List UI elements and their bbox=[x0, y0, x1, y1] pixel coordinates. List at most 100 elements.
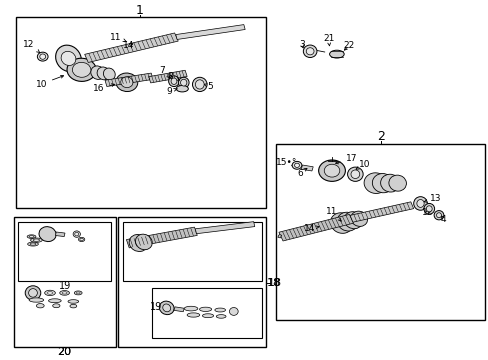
Ellipse shape bbox=[78, 237, 84, 242]
Ellipse shape bbox=[74, 291, 82, 295]
Ellipse shape bbox=[344, 212, 362, 229]
Ellipse shape bbox=[294, 163, 299, 167]
Bar bbox=[152, 288, 261, 338]
Text: 2: 2 bbox=[376, 130, 384, 143]
Ellipse shape bbox=[303, 45, 316, 58]
Ellipse shape bbox=[29, 289, 37, 297]
Text: 9: 9 bbox=[166, 87, 177, 96]
Ellipse shape bbox=[229, 307, 238, 315]
Polygon shape bbox=[349, 202, 413, 222]
Ellipse shape bbox=[347, 167, 363, 181]
Ellipse shape bbox=[37, 52, 48, 61]
Text: 13: 13 bbox=[423, 194, 441, 203]
Ellipse shape bbox=[159, 301, 174, 315]
Text: 20: 20 bbox=[58, 347, 72, 357]
Ellipse shape bbox=[416, 199, 423, 207]
Ellipse shape bbox=[27, 235, 36, 238]
Ellipse shape bbox=[62, 292, 67, 294]
Ellipse shape bbox=[40, 54, 45, 59]
Bar bbox=[122, 222, 261, 281]
Polygon shape bbox=[278, 215, 353, 241]
Ellipse shape bbox=[163, 304, 170, 312]
Text: 18: 18 bbox=[266, 278, 280, 288]
Ellipse shape bbox=[364, 173, 386, 193]
Bar bbox=[19, 222, 111, 281]
Ellipse shape bbox=[187, 313, 200, 317]
Ellipse shape bbox=[33, 239, 40, 241]
Ellipse shape bbox=[202, 314, 213, 318]
Text: 19: 19 bbox=[150, 302, 162, 312]
Ellipse shape bbox=[25, 286, 41, 300]
Ellipse shape bbox=[103, 68, 115, 80]
Polygon shape bbox=[277, 235, 281, 238]
Ellipse shape bbox=[423, 203, 434, 214]
Ellipse shape bbox=[337, 212, 357, 231]
Text: 20: 20 bbox=[58, 347, 72, 357]
Polygon shape bbox=[301, 165, 313, 171]
Ellipse shape bbox=[426, 206, 431, 212]
Polygon shape bbox=[105, 73, 153, 86]
Ellipse shape bbox=[291, 161, 301, 169]
Ellipse shape bbox=[30, 243, 36, 245]
Ellipse shape bbox=[178, 77, 189, 88]
Ellipse shape bbox=[214, 308, 225, 312]
Bar bbox=[16, 17, 266, 208]
Text: 3: 3 bbox=[298, 40, 304, 49]
Ellipse shape bbox=[216, 315, 225, 318]
Text: 12: 12 bbox=[23, 40, 40, 53]
Ellipse shape bbox=[44, 290, 55, 296]
Ellipse shape bbox=[171, 78, 177, 85]
Text: 15•°: 15•° bbox=[276, 158, 297, 167]
Ellipse shape bbox=[184, 306, 198, 311]
Ellipse shape bbox=[324, 164, 339, 177]
Ellipse shape bbox=[28, 242, 38, 246]
Text: 12: 12 bbox=[421, 208, 432, 217]
Ellipse shape bbox=[350, 211, 367, 226]
Text: 4: 4 bbox=[440, 215, 446, 224]
Ellipse shape bbox=[330, 213, 352, 233]
Text: 11: 11 bbox=[325, 207, 341, 221]
Ellipse shape bbox=[350, 170, 359, 179]
Ellipse shape bbox=[91, 66, 104, 80]
Bar bbox=[14, 217, 116, 347]
Bar bbox=[118, 217, 266, 347]
Text: 1: 1 bbox=[136, 4, 143, 17]
Ellipse shape bbox=[176, 85, 188, 92]
Text: 17: 17 bbox=[335, 154, 357, 164]
Ellipse shape bbox=[168, 76, 179, 86]
Ellipse shape bbox=[72, 62, 91, 77]
Ellipse shape bbox=[192, 77, 206, 91]
Polygon shape bbox=[175, 24, 244, 40]
Ellipse shape bbox=[29, 298, 43, 302]
Text: 5: 5 bbox=[203, 82, 213, 91]
Text: 11: 11 bbox=[110, 32, 126, 42]
Ellipse shape bbox=[70, 304, 77, 308]
Text: 7: 7 bbox=[159, 66, 170, 77]
Ellipse shape bbox=[61, 51, 76, 66]
Text: 6: 6 bbox=[296, 168, 306, 178]
Text: 10: 10 bbox=[355, 160, 370, 169]
Ellipse shape bbox=[56, 45, 81, 72]
Text: 19: 19 bbox=[59, 281, 71, 291]
Ellipse shape bbox=[29, 235, 34, 238]
Text: 16: 16 bbox=[93, 84, 114, 93]
Text: 14: 14 bbox=[123, 41, 134, 50]
Text: 18: 18 bbox=[267, 278, 281, 288]
Ellipse shape bbox=[97, 67, 110, 80]
Ellipse shape bbox=[433, 211, 443, 220]
Ellipse shape bbox=[68, 300, 79, 303]
Ellipse shape bbox=[436, 213, 441, 218]
Ellipse shape bbox=[80, 238, 83, 240]
Polygon shape bbox=[55, 232, 65, 237]
Ellipse shape bbox=[305, 48, 313, 55]
Ellipse shape bbox=[39, 227, 56, 242]
Bar bbox=[276, 144, 484, 320]
Ellipse shape bbox=[199, 307, 211, 311]
Ellipse shape bbox=[413, 197, 427, 210]
Ellipse shape bbox=[129, 234, 147, 252]
Polygon shape bbox=[84, 33, 178, 63]
Ellipse shape bbox=[388, 175, 406, 191]
Ellipse shape bbox=[380, 174, 399, 192]
Ellipse shape bbox=[371, 174, 393, 193]
Text: 14: 14 bbox=[304, 224, 318, 233]
